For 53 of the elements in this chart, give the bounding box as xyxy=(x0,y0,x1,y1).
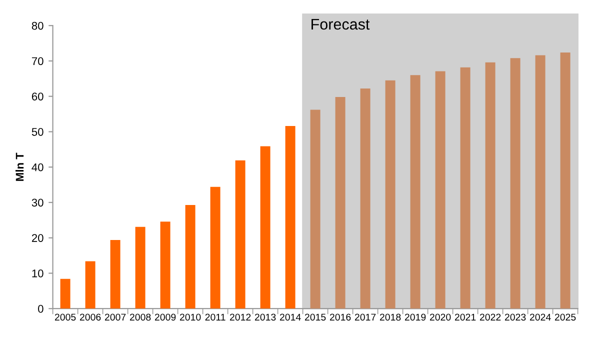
bar xyxy=(185,204,196,309)
x-tick-label: 2012 xyxy=(230,314,251,321)
band-label: Forecast xyxy=(312,19,370,30)
x-tick-label: 2019 xyxy=(404,314,426,321)
bar xyxy=(310,110,320,309)
x-tick-label: 2015 xyxy=(304,314,326,321)
y-tick-label: 60 xyxy=(32,92,44,100)
bar xyxy=(285,126,296,309)
x-tick-label: 2008 xyxy=(130,314,151,321)
bar xyxy=(435,71,446,309)
bar xyxy=(335,97,346,309)
bar xyxy=(360,88,370,309)
bar xyxy=(60,278,70,309)
x-tick-label: 2025 xyxy=(554,314,576,321)
bar xyxy=(260,146,270,309)
x-tick-label: 2022 xyxy=(480,314,501,321)
bar xyxy=(535,55,546,309)
bar xyxy=(235,160,246,309)
y-tick-label: 50 xyxy=(32,128,44,136)
x-tick-label: 2013 xyxy=(254,314,276,321)
y-tick-label: 30 xyxy=(32,198,44,207)
bar xyxy=(410,75,420,309)
x-tick-label: 2014 xyxy=(280,314,301,321)
x-tick-label: 2020 xyxy=(430,314,451,321)
x-tick-label: 2007 xyxy=(104,314,126,321)
bar xyxy=(510,58,520,309)
x-tick-label: 2006 xyxy=(80,314,101,321)
x-tick-label: 2017 xyxy=(354,314,376,321)
bar xyxy=(110,240,120,309)
y-tick-label: 70 xyxy=(32,57,44,66)
y-tick-label: 20 xyxy=(32,234,44,242)
bar xyxy=(560,52,570,309)
y-tick-label: 40 xyxy=(32,163,44,172)
y-tick-label: 80 xyxy=(32,22,44,30)
x-tick-label: 2016 xyxy=(330,314,351,321)
bar xyxy=(210,186,220,309)
y-tick-label: 10 xyxy=(32,269,44,278)
y-tick-label: 0 xyxy=(38,304,44,313)
x-tick-label: 2024 xyxy=(530,314,551,321)
x-tick-label: 2011 xyxy=(205,314,226,321)
x-tick-label: 2023 xyxy=(504,314,526,321)
x-tick-label: 2005 xyxy=(54,314,76,321)
bar xyxy=(160,222,170,309)
bar xyxy=(485,62,496,309)
bar xyxy=(85,261,96,309)
x-tick-label: 2009 xyxy=(154,314,176,321)
y-axis-title: Mln T xyxy=(16,152,24,181)
bar xyxy=(460,67,470,309)
bar xyxy=(385,80,396,309)
x-tick-label: 2010 xyxy=(180,314,201,321)
x-tick-label: 2018 xyxy=(380,314,401,321)
x-tick-label: 2021 xyxy=(454,314,476,321)
bar xyxy=(135,226,146,309)
